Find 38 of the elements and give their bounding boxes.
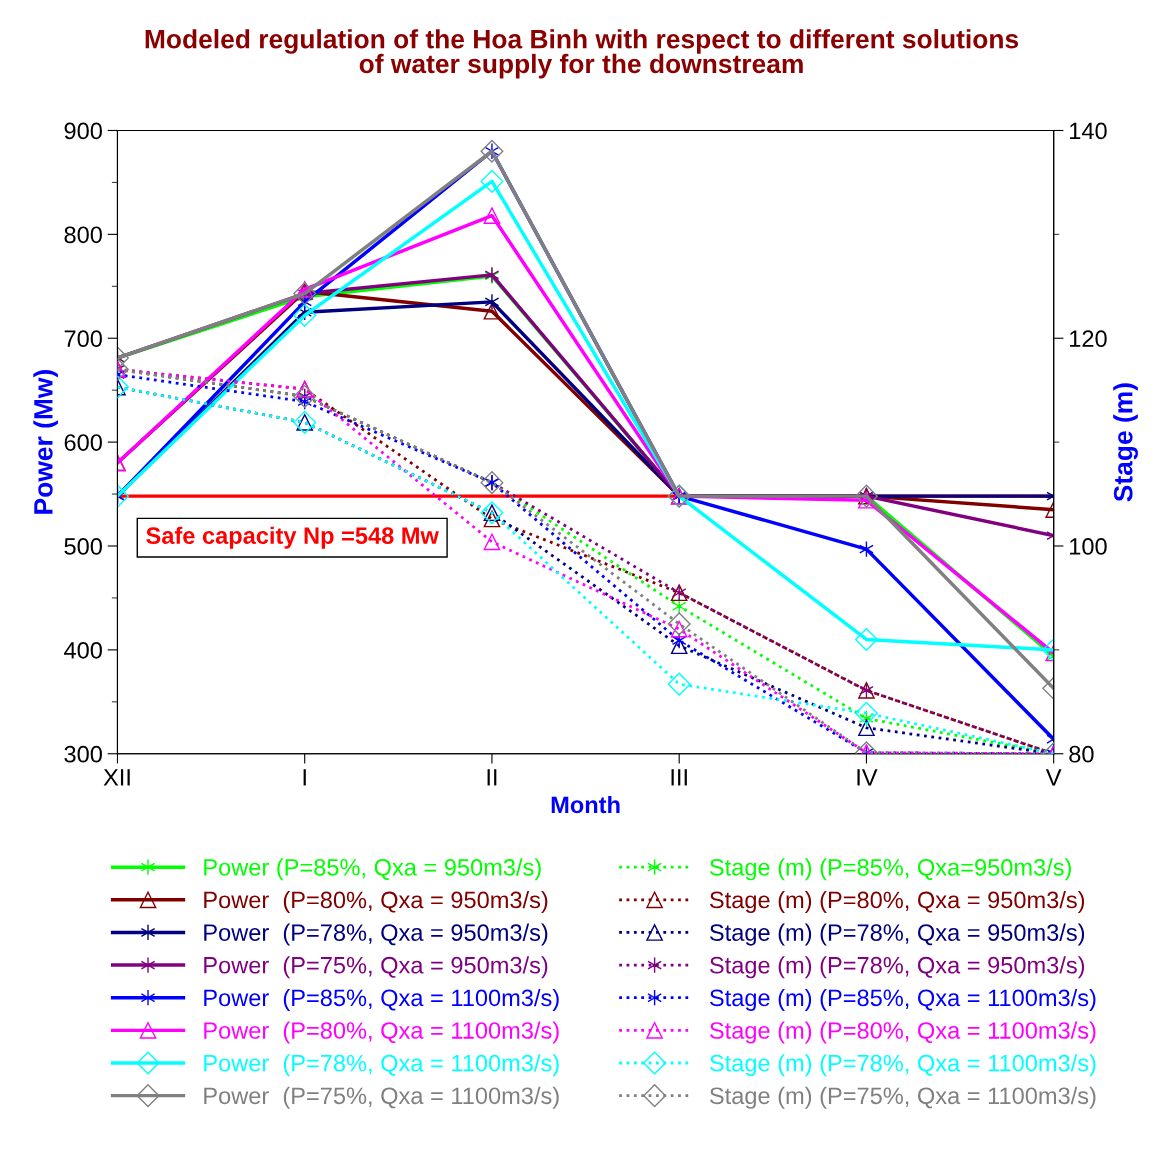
legend-label: Power (P=85%, Qxa = 1100m3/s) (204, 988, 559, 1011)
legend-label: Stage (m) (P=80%, Qxa = 950m3/s) (709, 890, 1085, 913)
legend-label: Power (P=80%, Qxa = 950m3/s) (204, 890, 548, 913)
x-tick-label: V (1045, 769, 1062, 786)
y2-tick-label: 80 (1069, 745, 1094, 763)
y-tick-label: 500 (64, 538, 102, 555)
y2-tick-label: 120 (1070, 330, 1107, 348)
x-tick-label: IV (857, 769, 878, 786)
legend-label: Stage (m) (P=78%, Qxa = 950m3/s) (709, 956, 1085, 979)
legend-label: Power (P=75%, Qxa = 1100m3/s) (204, 1086, 559, 1109)
legend-label: Stage (m) (P=85%, Qxa=950m3/s) (709, 858, 1071, 881)
legend-label: Power (P=85%, Qxa = 950m3/s) (204, 858, 541, 881)
y2-tick-label: 100 (1070, 538, 1107, 555)
y-tick-label: 700 (64, 330, 102, 348)
y-axis-title: Power (Mw) (33, 370, 58, 514)
x-tick-label: II (487, 769, 497, 786)
y2-axis-title: Stage (m) (1113, 383, 1138, 502)
y-tick-label: 400 (64, 641, 102, 659)
legend-label: Power (P=75%, Qxa = 950m3/s) (204, 956, 548, 979)
legend-label: Stage (m) (P=80%, Qxa = 1100m3/s) (709, 1021, 1096, 1044)
x-tick-label: I (303, 769, 306, 786)
y-tick-label: 600 (64, 434, 102, 451)
y-tick-label: 900 (64, 122, 102, 140)
legend-label: Power (P=78%, Qxa = 950m3/s) (204, 923, 548, 946)
y-tick-label: 800 (64, 226, 102, 244)
x-tick-label: XII (103, 769, 130, 786)
legend-label: Power (P=80%, Qxa = 1100m3/s) (204, 1021, 559, 1044)
y-tick-label: 300 (64, 745, 102, 763)
legend-label: Stage (m) (P=75%, Qxa = 1100m3/s) (709, 1086, 1096, 1109)
x-axis-title: Month (551, 795, 620, 814)
legend-label: Stage (m) (P=78%, Qxa = 1100m3/s) (709, 1054, 1096, 1077)
legend-label: Stage (m) (P=85%, Qxa = 1100m3/s) (709, 988, 1096, 1011)
legend-label: Power (P=78%, Qxa = 1100m3/s) (204, 1054, 559, 1077)
chart-title: Modeled regulation of the Hoa Binh with respect to different solutions of water supply for the downstream (145, 29, 1019, 79)
x-tick-label: III (671, 769, 687, 786)
legend-label: Stage (m) (P=78%, Qxa = 950m3/s) (709, 923, 1085, 946)
y2-tick-label: 140 (1070, 122, 1107, 140)
ref-line-label: Safe capacity Np =548 Mw (146, 526, 439, 549)
